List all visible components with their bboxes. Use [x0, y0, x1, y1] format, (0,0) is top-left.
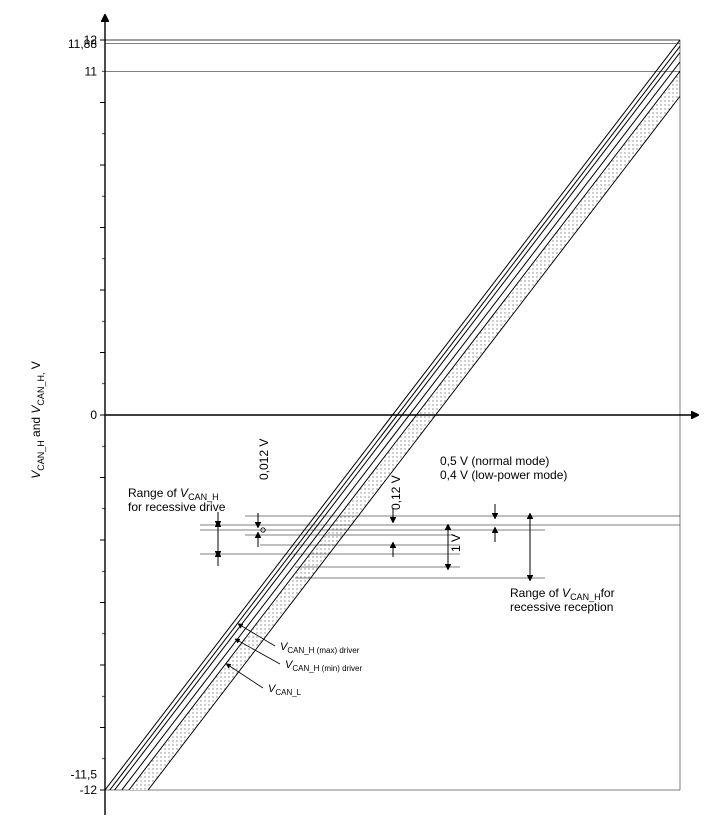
svg-text:VCAN_H (min) driver: VCAN_H (min) driver: [285, 659, 362, 673]
svg-text:0,12 V: 0,12 V: [389, 475, 403, 510]
svg-text:-11,5: -11,5: [71, 767, 98, 781]
svg-text:-12: -12: [80, 783, 98, 797]
svg-text:0,012 V: 0,012 V: [257, 439, 271, 480]
svg-text:0,4 V (low-power mode): 0,4 V (low-power mode): [440, 468, 567, 482]
svg-text:1 V: 1 V: [449, 534, 463, 552]
svg-text:0,5 V (normal mode): 0,5 V (normal mode): [440, 454, 549, 468]
svg-text:recessive reception: recessive reception: [510, 600, 613, 614]
svg-text:VCAN_H (max) driver: VCAN_H (max) driver: [280, 641, 360, 655]
svg-text:11: 11: [85, 64, 98, 78]
svg-text:0: 0: [90, 408, 97, 422]
svg-text:VCAN_H and VCAN_H, V: VCAN_H and VCAN_H, V: [29, 361, 46, 479]
svg-text:11,88: 11,88: [68, 37, 97, 51]
svg-text:VCAN_L: VCAN_L: [268, 683, 302, 697]
svg-text:for recessive drive: for recessive drive: [128, 500, 226, 514]
voltage-chart: 1211,88110-11,5-12VCAN_H and VCAN_H, VRa…: [0, 0, 714, 831]
